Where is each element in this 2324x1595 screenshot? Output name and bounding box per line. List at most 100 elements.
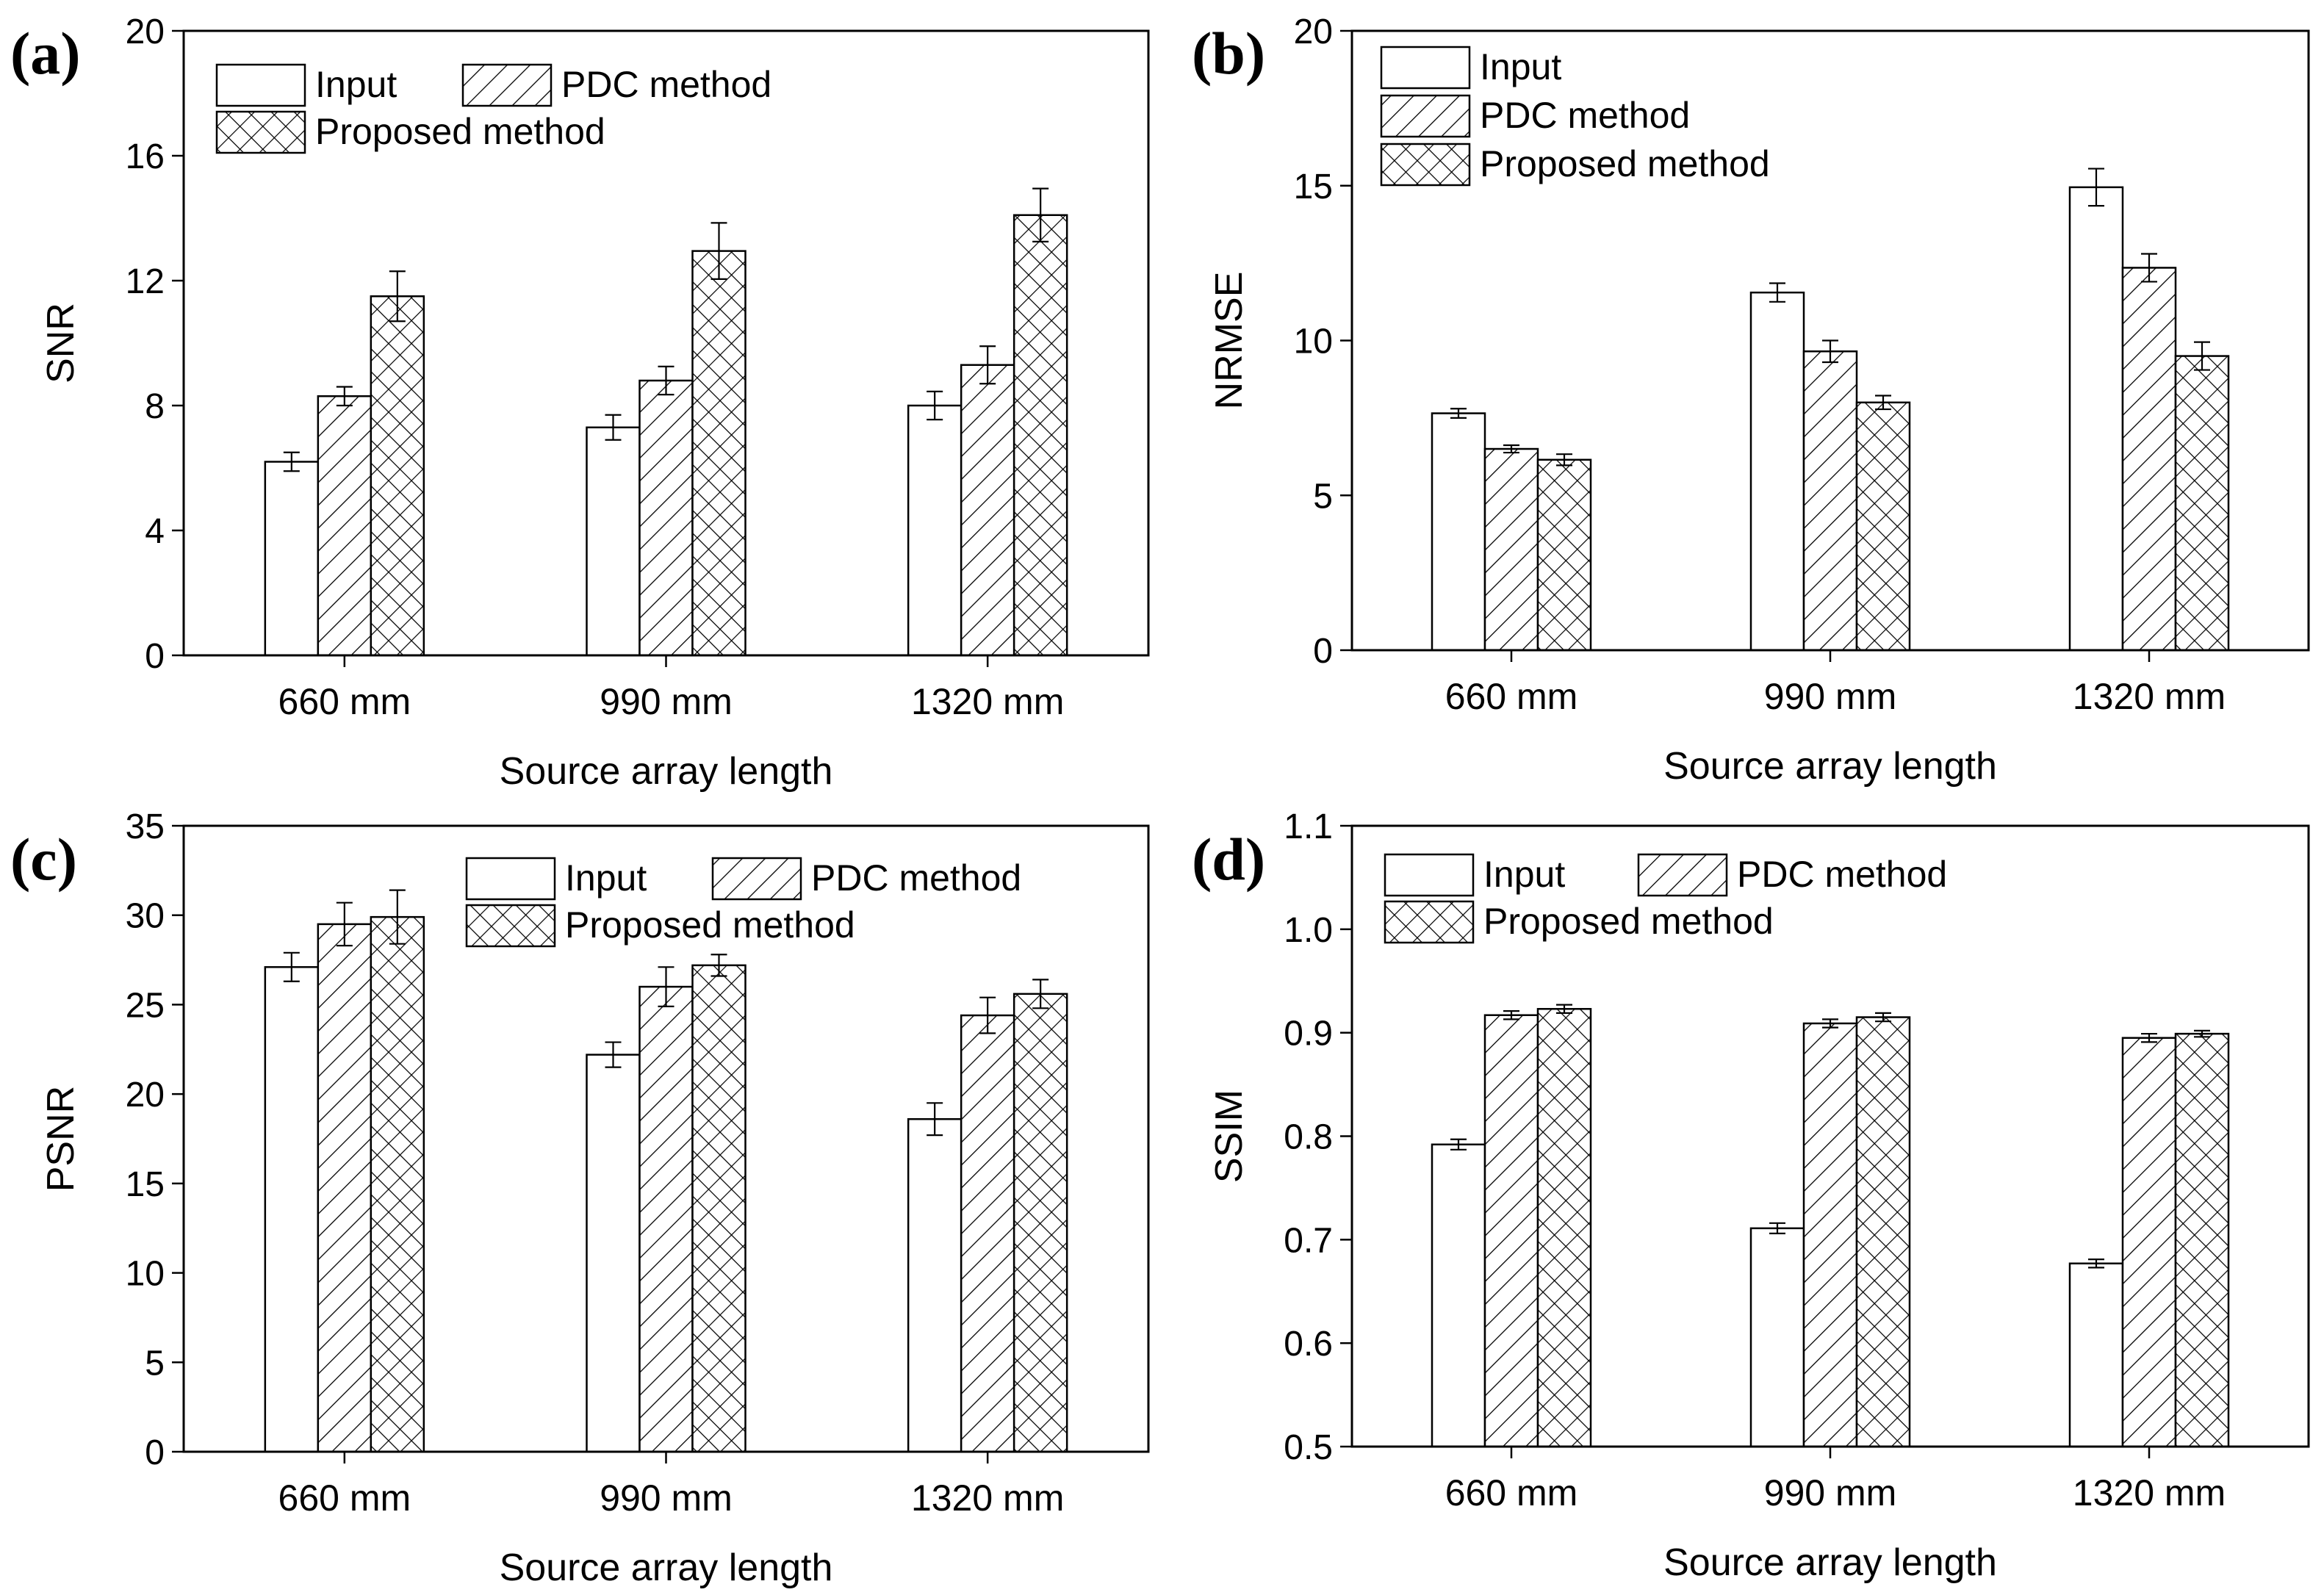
plot-frame: [1350, 29, 2310, 652]
error-bar-input-1320-mm: [927, 390, 943, 421]
y-axis: 0 5 10 15 20 25 30 35: [126, 807, 184, 1472]
error-bar-proposed-method-990-mm: [1875, 1012, 1891, 1023]
x-tick-label: 660 mm: [278, 1477, 411, 1519]
legend-swatch: [1384, 900, 1475, 944]
bar-input-1320-mm: [2068, 1262, 2124, 1448]
y-tick-label: 10: [1294, 323, 1333, 361]
y-tick-label: 15: [1294, 168, 1333, 206]
legend: Input PDC method Proposed method: [1380, 46, 1770, 187]
bar-pdc-method-990-mm: [638, 985, 694, 1453]
error-bar-pdc-method-1320-mm: [2141, 253, 2157, 283]
y-axis: 0.5 0.6 0.7 0.8 0.9 1.0 1.1: [1284, 807, 1352, 1467]
error-bar-pdc-method-990-mm: [1822, 1018, 1838, 1029]
bar-pdc-method-660-mm: [317, 923, 373, 1453]
error-bar-input-990-mm: [605, 414, 622, 441]
bar-proposed-method-1320-mm: [2174, 1032, 2230, 1448]
legend-label: Proposed method: [1480, 143, 1770, 184]
error-bar-proposed-method-990-mm: [710, 222, 727, 280]
chart-panel-b: (b) 660 mm 990 mm 1320 mm 0 5 10 15 20 Source arr…: [1192, 12, 2310, 788]
y-tick-label: 0.8: [1284, 1118, 1333, 1157]
legend-item-proposed-method: Proposed method: [1380, 143, 1770, 187]
error-bar-input-660-mm: [283, 451, 300, 472]
error-bar-proposed-method-660-mm: [1556, 1004, 1572, 1015]
y-tick-label: 0: [145, 637, 165, 676]
bar-proposed-method-990-mm: [691, 964, 747, 1453]
x-tick-label: 990 mm: [600, 681, 733, 722]
error-bar-input-1320-mm: [927, 1102, 943, 1137]
y-tick-label: 0: [145, 1433, 165, 1472]
panel-label: (b): [1192, 20, 1265, 87]
bar-pdc-method-990-mm: [1802, 1022, 1858, 1448]
bar-pdc-method-990-mm: [1802, 350, 1858, 652]
error-bar-input-660-mm: [1450, 1138, 1467, 1151]
bar-proposed-method-1320-mm: [2174, 355, 2230, 652]
y-tick-label: 1.1: [1284, 807, 1333, 846]
bar-input-1320-mm: [2068, 186, 2124, 652]
legend-label: Input: [315, 64, 397, 105]
x-tick-label: 1320 mm: [2073, 676, 2226, 717]
bar-proposed-method-1320-mm: [1012, 993, 1068, 1453]
legend-item-input: Input: [1380, 46, 1561, 90]
bar-input-1320-mm: [907, 404, 963, 657]
bar-input-660-mm: [264, 461, 320, 657]
bar-proposed-method-990-mm: [1855, 1016, 1911, 1448]
legend-label: Proposed method: [315, 111, 605, 152]
bar-proposed-method-990-mm: [1855, 401, 1911, 652]
legend-swatch: [215, 63, 306, 107]
legend-label: PDC method: [811, 857, 1021, 899]
y-axis-title: SNR: [40, 303, 82, 384]
error-bar-proposed-method-660-mm: [1556, 453, 1572, 467]
legend-swatch: [215, 110, 306, 154]
bar-pdc-method-1320-mm: [960, 1014, 1015, 1453]
y-tick-label: 0.7: [1284, 1221, 1333, 1260]
bar-proposed-method-660-mm: [1536, 458, 1592, 652]
plot-frame: [1350, 824, 2310, 1448]
legend: Input PDC method Proposed method: [465, 857, 1021, 948]
y-axis: 0 5 10 15 20: [1294, 12, 1352, 671]
error-bar-proposed-method-990-mm: [1875, 395, 1891, 411]
chart-panel-c: (c) 660 mm 990 mm 1320 mm 0 5 10 15 20 25 30 35 Sour…: [10, 807, 1150, 1589]
legend-item-pdc-method: PDC method: [461, 63, 771, 107]
x-tick-label: 1320 mm: [911, 681, 1064, 722]
error-bar-pdc-method-660-mm: [1503, 1009, 1519, 1020]
error-bar-proposed-method-1320-mm: [2194, 341, 2210, 371]
y-tick-label: 4: [145, 512, 165, 551]
y-tick-label: 35: [126, 807, 165, 846]
bar-proposed-method-660-mm: [370, 915, 425, 1453]
y-tick-label: 20: [126, 1076, 165, 1115]
legend-label: Input: [1480, 46, 1561, 87]
legend-swatch: [1384, 853, 1475, 897]
legend: Input PDC method Proposed method: [1384, 853, 1947, 944]
bar-pdc-method-660-mm: [317, 395, 373, 657]
legend-swatch: [1380, 46, 1471, 90]
error-bar-pdc-method-1320-mm: [979, 996, 996, 1034]
x-axis-title: Source array length: [1663, 745, 1997, 788]
legend-label: PDC method: [561, 64, 771, 105]
y-tick-label: 0.5: [1284, 1428, 1333, 1467]
legend-label: Input: [565, 857, 647, 899]
error-bar-proposed-method-660-mm: [389, 270, 406, 323]
legend-swatch: [1380, 143, 1471, 187]
y-tick-label: 25: [126, 986, 165, 1025]
bar-pdc-method-990-mm: [638, 379, 694, 657]
y-tick-label: 0.6: [1284, 1325, 1333, 1364]
bar-input-990-mm: [586, 1054, 641, 1453]
legend-swatch: [711, 857, 802, 901]
legend-item-pdc-method: PDC method: [711, 857, 1021, 901]
legend-item-input: Input: [215, 63, 397, 107]
x-tick-label: 1320 mm: [911, 1477, 1064, 1519]
chart-panel-a: (a) 660 mm 990 mm 1320 mm 0 4 8 12 16 20 Source ar…: [10, 12, 1150, 793]
x-axis-title: Source array length: [500, 1547, 833, 1589]
error-bar-input-990-mm: [605, 1041, 622, 1068]
bar-input-990-mm: [1749, 1227, 1805, 1448]
y-axis-title: SSIM: [1208, 1090, 1251, 1183]
y-axis-title: PSNR: [40, 1086, 82, 1192]
x-tick-label: 660 mm: [1445, 676, 1578, 717]
legend-label: PDC method: [1480, 95, 1690, 136]
y-tick-label: 1.0: [1284, 911, 1333, 950]
bar-proposed-method-660-mm: [1536, 1008, 1592, 1448]
error-bar-pdc-method-1320-mm: [2141, 1032, 2157, 1043]
y-tick-label: 20: [126, 12, 165, 51]
legend-swatch: [1637, 853, 1728, 897]
